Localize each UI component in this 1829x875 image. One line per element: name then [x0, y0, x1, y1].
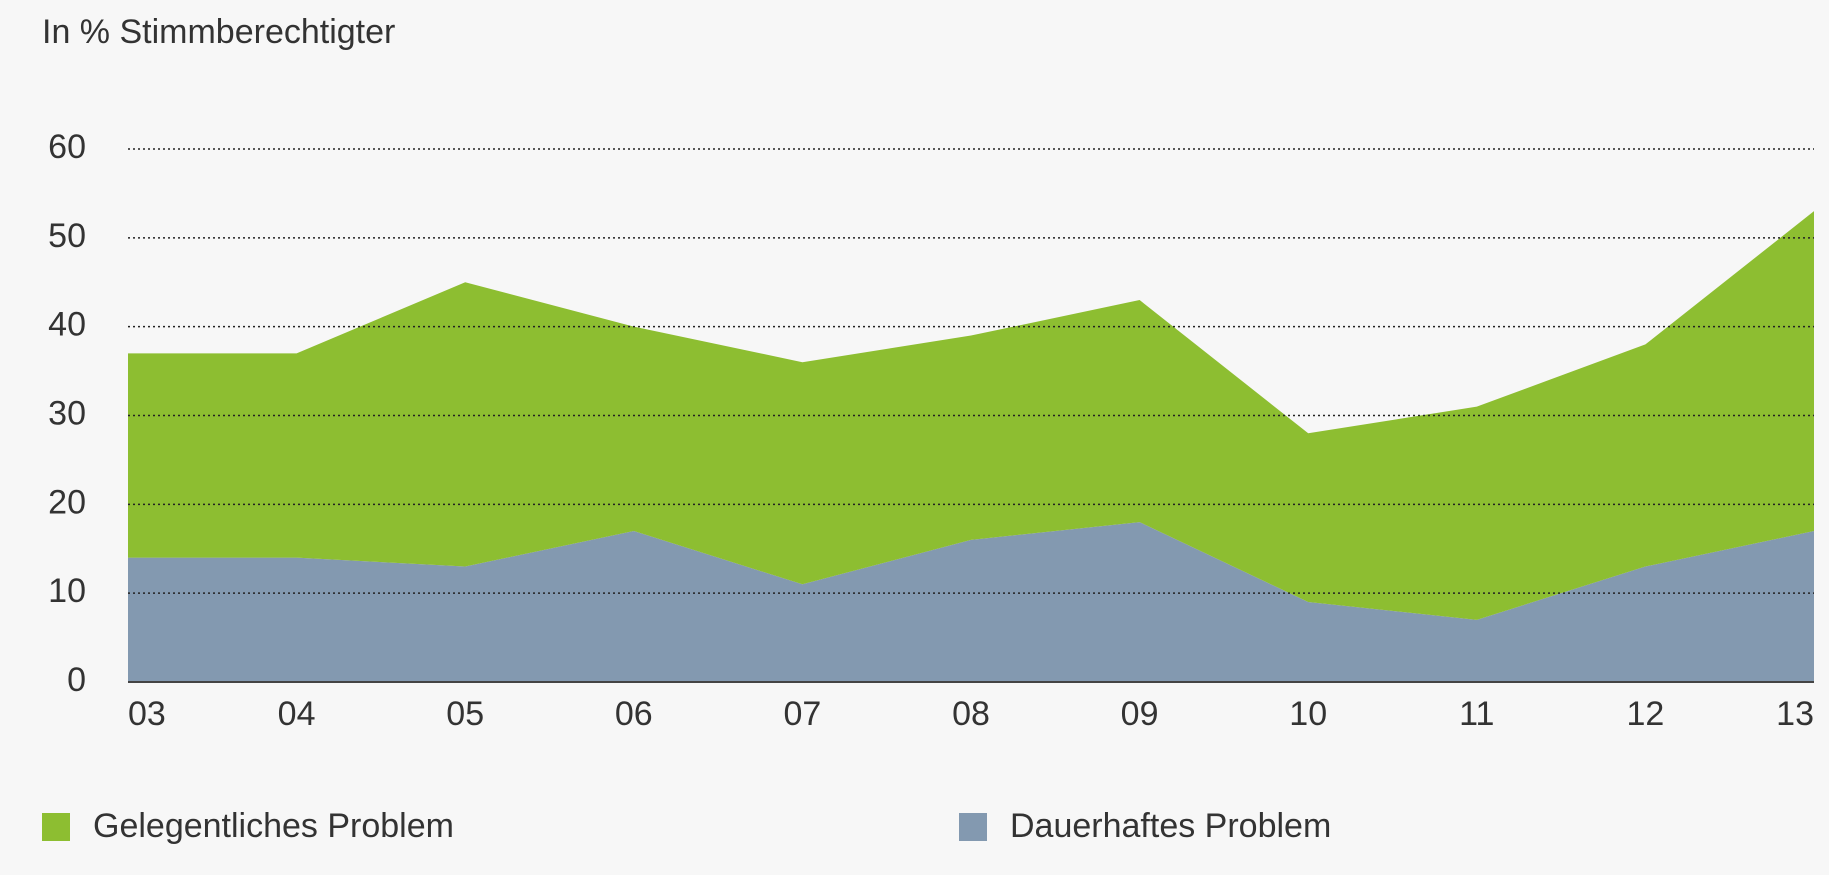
chart-title: In % Stimmberechtigter [42, 13, 395, 51]
legend-swatch [959, 813, 987, 841]
area [128, 211, 1814, 620]
y-tick-label: 30 [48, 394, 86, 432]
x-tick-label: 08 [952, 695, 990, 733]
y-tick-label: 10 [48, 572, 86, 610]
x-tick-label: 10 [1289, 695, 1327, 733]
y-tick-label: 50 [48, 217, 86, 255]
legend-swatch [42, 813, 70, 841]
y-tick-label: 40 [48, 306, 86, 344]
x-tick-label: 05 [446, 695, 484, 733]
y-tick-label: 60 [48, 128, 86, 166]
x-tick-label: 07 [783, 695, 821, 733]
x-tick-label: 06 [615, 695, 653, 733]
area [128, 522, 1814, 682]
x-tick-label: 11 [1459, 695, 1494, 733]
y-tick-label: 20 [48, 483, 86, 521]
x-tick-label: 03 [128, 695, 166, 733]
legend-label: Dauerhaftes Problem [1010, 807, 1331, 845]
x-tick-label: 13 [1776, 695, 1814, 733]
x-tick-label: 04 [278, 695, 316, 733]
x-tick-label: 12 [1626, 695, 1664, 733]
y-tick-label: 0 [67, 661, 86, 699]
legend-label: Gelegentliches Problem [93, 807, 454, 845]
x-tick-label: 09 [1121, 695, 1159, 733]
